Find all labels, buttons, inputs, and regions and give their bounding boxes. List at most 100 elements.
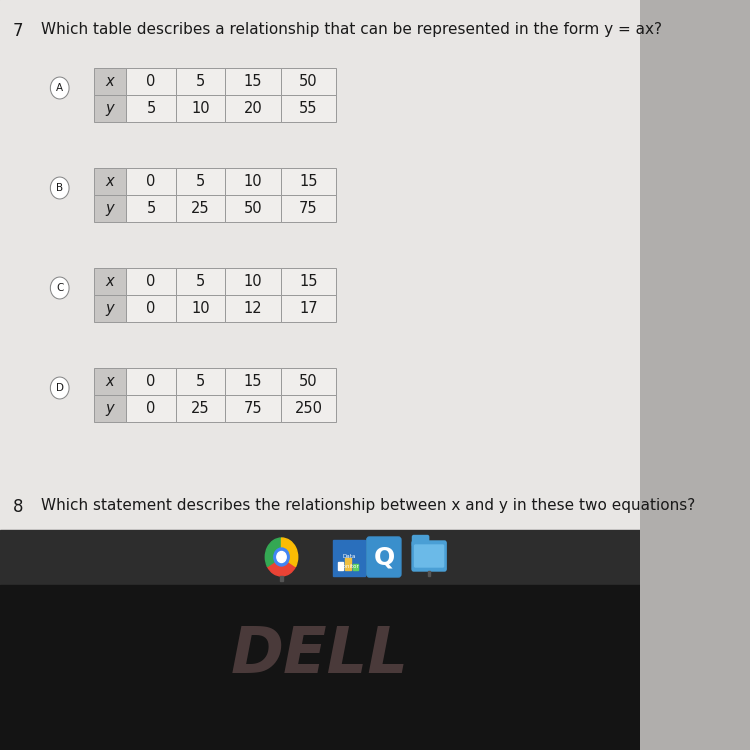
Text: 0: 0 [146,274,156,289]
FancyBboxPatch shape [367,537,401,577]
Wedge shape [281,538,298,566]
Wedge shape [266,538,281,566]
Text: D: D [56,383,64,393]
Bar [225,368,280,395]
Circle shape [50,77,69,99]
Text: 75: 75 [299,201,318,216]
Bar [280,68,336,95]
Bar [225,195,280,222]
Bar [176,195,225,222]
Text: 250: 250 [295,401,322,416]
Text: 0: 0 [146,401,156,416]
Bar [94,268,126,295]
Bar [0,585,640,750]
FancyBboxPatch shape [412,541,446,571]
Bar [346,558,350,570]
Bar [0,530,640,585]
Bar [94,68,126,95]
Bar [0,0,640,530]
Text: Which table describes a relationship that can be represented in the form y = ax?: Which table describes a relationship tha… [41,22,662,37]
Text: 15: 15 [244,74,262,89]
Bar [353,564,358,570]
Bar [126,195,176,222]
Text: DELL: DELL [231,624,409,686]
Bar [94,95,126,122]
Bar [94,395,126,422]
Circle shape [50,377,69,399]
Bar [126,368,176,395]
Circle shape [50,277,69,299]
Text: 0: 0 [146,174,156,189]
Text: 5: 5 [196,74,205,89]
Text: 55: 55 [299,101,318,116]
Circle shape [50,177,69,199]
Text: Monitor: Monitor [338,563,359,568]
Bar [427,571,430,576]
Text: Q: Q [374,545,394,569]
Bar [225,295,280,322]
Bar [176,295,225,322]
Text: 10: 10 [244,274,262,289]
FancyBboxPatch shape [415,545,443,567]
Bar [176,168,225,195]
Text: 25: 25 [191,401,210,416]
Text: 20: 20 [244,101,262,116]
Text: 75: 75 [244,401,262,416]
Text: 17: 17 [299,301,318,316]
Text: 5: 5 [196,374,205,389]
Text: 0: 0 [146,74,156,89]
Text: 7: 7 [13,22,23,40]
Bar [225,268,280,295]
Text: 12: 12 [244,301,262,316]
Bar [280,168,336,195]
Text: x: x [106,74,114,89]
Text: y: y [106,401,114,416]
Text: 10: 10 [191,101,210,116]
Bar [94,295,126,322]
Text: y: y [106,201,114,216]
Bar [280,268,336,295]
Bar [280,395,336,422]
Bar [176,268,225,295]
Bar [126,295,176,322]
Text: Which statement describes the relationship between x and y in these two equation: Which statement describes the relationsh… [41,498,695,513]
Text: 15: 15 [244,374,262,389]
Bar [94,168,126,195]
Bar [126,168,176,195]
Text: 5: 5 [146,201,155,216]
Bar [225,68,280,95]
Text: 15: 15 [299,174,318,189]
Text: 50: 50 [299,74,318,89]
Bar [225,95,280,122]
Bar [280,195,336,222]
Bar [225,395,280,422]
Text: y: y [106,301,114,316]
Text: 50: 50 [299,374,318,389]
Text: 15: 15 [299,274,318,289]
Text: 8: 8 [13,498,23,516]
Text: 10: 10 [244,174,262,189]
Text: 25: 25 [191,201,210,216]
Bar [126,95,176,122]
Text: 50: 50 [244,201,262,216]
Text: 0: 0 [146,301,156,316]
Text: 10: 10 [191,301,210,316]
Text: 5: 5 [196,274,205,289]
Text: x: x [106,174,114,189]
Bar [94,368,126,395]
Text: 5: 5 [146,101,155,116]
Bar [333,540,365,576]
Wedge shape [268,562,296,576]
Bar [176,95,225,122]
Bar [280,95,336,122]
Bar [280,295,336,322]
Text: x: x [106,274,114,289]
Text: x: x [106,374,114,389]
Bar [280,576,283,581]
Text: y: y [106,101,114,116]
Bar [280,368,336,395]
FancyBboxPatch shape [413,536,429,547]
Text: B: B [56,183,63,193]
Text: 5: 5 [196,174,205,189]
Text: Data: Data [342,554,355,559]
